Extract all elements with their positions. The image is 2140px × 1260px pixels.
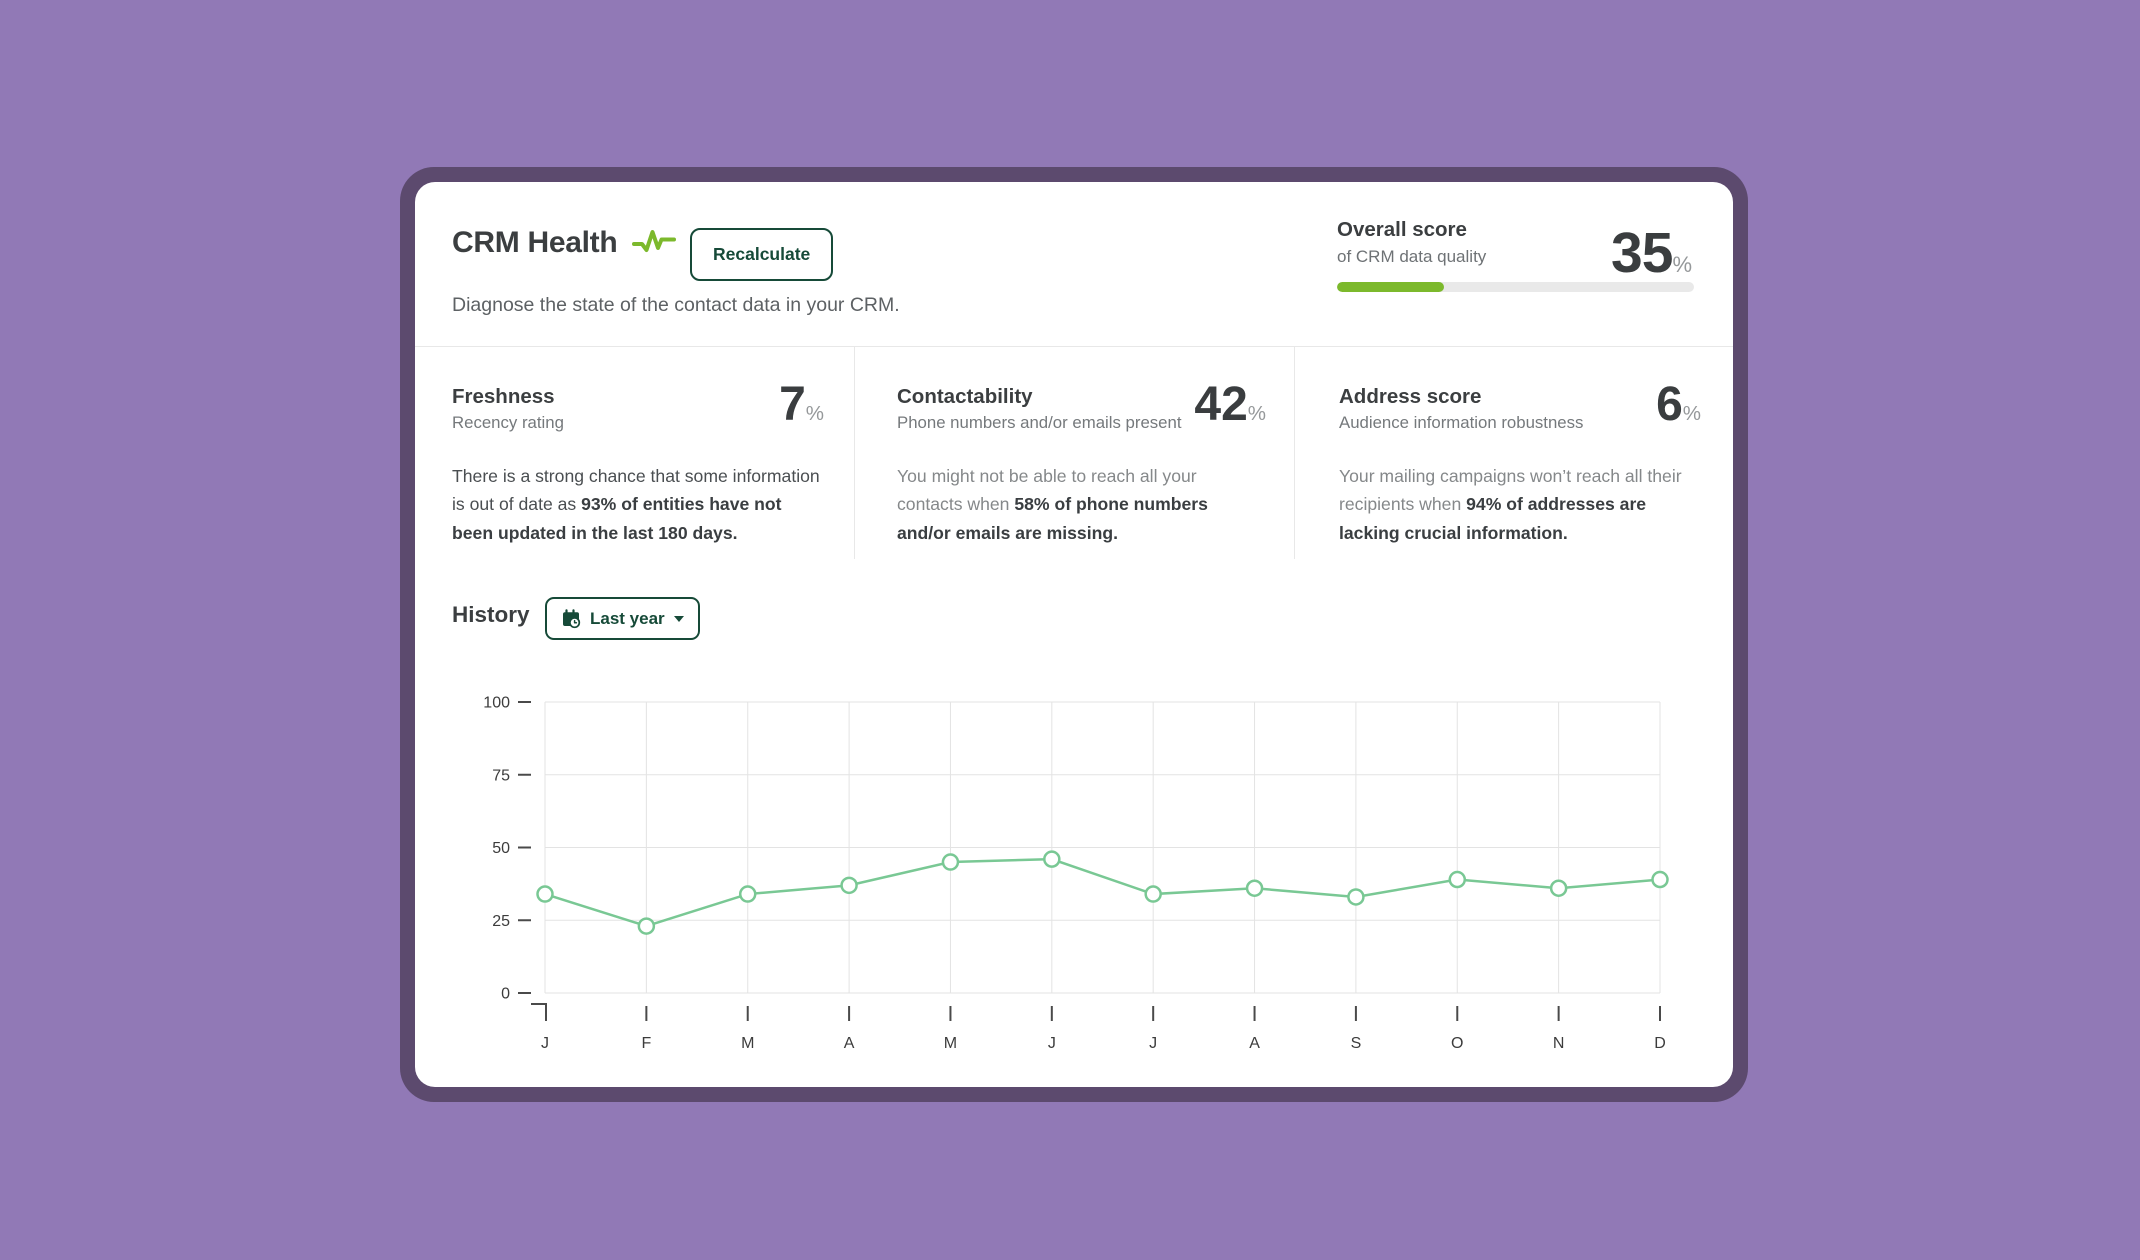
calendar-clock-icon (563, 608, 581, 628)
recalculate-button[interactable]: Recalculate (690, 228, 834, 281)
svg-text:M: M (741, 1035, 754, 1052)
metric-number: 7 (779, 378, 806, 431)
overall-progress-fill (1337, 282, 1445, 292)
header-divider (415, 346, 1733, 347)
metric-contactability: Contactability Phone numbers and/or emai… (854, 347, 1294, 559)
page-subtitle: Diagnose the state of the contact data i… (452, 294, 900, 316)
svg-text:100: 100 (483, 695, 510, 712)
metric-explanation: Your mailing campaigns won’t reach all t… (1339, 466, 1682, 543)
history-range-button[interactable]: Last year (545, 597, 700, 640)
svg-text:F: F (641, 1035, 651, 1052)
metric-unit: % (1247, 402, 1266, 425)
metric-value: 6% (1656, 381, 1701, 438)
svg-text:D: D (1654, 1035, 1666, 1052)
svg-text:0: 0 (501, 986, 510, 1003)
metric-unit: % (1682, 402, 1701, 425)
svg-text:J: J (1149, 1035, 1157, 1052)
svg-text:N: N (1553, 1035, 1565, 1052)
overall-score-sublabel: of CRM data quality (1337, 247, 1487, 266)
metric-number: 6 (1656, 378, 1683, 431)
pulse-icon (632, 230, 677, 252)
svg-text:O: O (1451, 1035, 1463, 1052)
metric-unit: % (805, 402, 824, 425)
history-range-label: Last year (590, 608, 665, 628)
svg-text:J: J (541, 1035, 549, 1052)
card-header: CRM Health (452, 226, 677, 260)
svg-text:75: 75 (492, 767, 510, 784)
metric-header: Freshness Recency rating 7% (452, 381, 824, 438)
metric-desc: Audience information robustness (1339, 413, 1584, 432)
overall-progress-bar (1337, 282, 1694, 292)
overall-score-value: 35% (1611, 220, 1692, 286)
metric-address-score: Address score Audience information robus… (1294, 347, 1733, 559)
metric-value: 42% (1194, 381, 1266, 438)
svg-text:25: 25 (492, 913, 510, 930)
svg-text:S: S (1351, 1035, 1362, 1052)
crm-health-card: CRM Health Recalculate Diagnose the stat… (415, 182, 1733, 1087)
svg-text:A: A (844, 1035, 855, 1052)
metric-name: Freshness (452, 385, 555, 408)
svg-text:J: J (1048, 1035, 1056, 1052)
metric-desc: Phone numbers and/or emails present (897, 413, 1182, 432)
metric-number: 42 (1194, 378, 1248, 431)
metric-header: Contactability Phone numbers and/or emai… (897, 381, 1266, 438)
overall-score-label: Overall score (1337, 218, 1467, 241)
page-title: CRM Health (452, 226, 618, 259)
svg-text:A: A (1249, 1035, 1260, 1052)
chevron-down-icon (673, 615, 684, 622)
metric-name: Address score (1339, 385, 1482, 408)
overall-score-number: 35 (1611, 221, 1673, 285)
metrics-row: Freshness Recency rating 7% There is a s… (415, 347, 1733, 559)
metric-explanation: There is a strong chance that some infor… (452, 466, 820, 543)
metric-name: Contactability (897, 385, 1033, 408)
svg-text:M: M (944, 1035, 957, 1052)
metric-value: 7% (779, 381, 824, 438)
history-title: History (452, 602, 530, 627)
history-chart: 0 25 50 75 100 J F M A M J J A S O N D (483, 695, 1669, 1052)
overall-score-unit: % (1672, 252, 1692, 277)
svg-text:50: 50 (492, 840, 510, 857)
metric-explanation: You might not be able to reach all your … (897, 466, 1208, 543)
dashboard-frame: CRM Health Recalculate Diagnose the stat… (400, 167, 1748, 1102)
metric-desc: Recency rating (452, 413, 564, 432)
metric-header: Address score Audience information robus… (1339, 381, 1701, 438)
metric-freshness: Freshness Recency rating 7% There is a s… (415, 347, 854, 559)
overall-score-block: Overall score of CRM data quality 35% (1337, 218, 1694, 292)
